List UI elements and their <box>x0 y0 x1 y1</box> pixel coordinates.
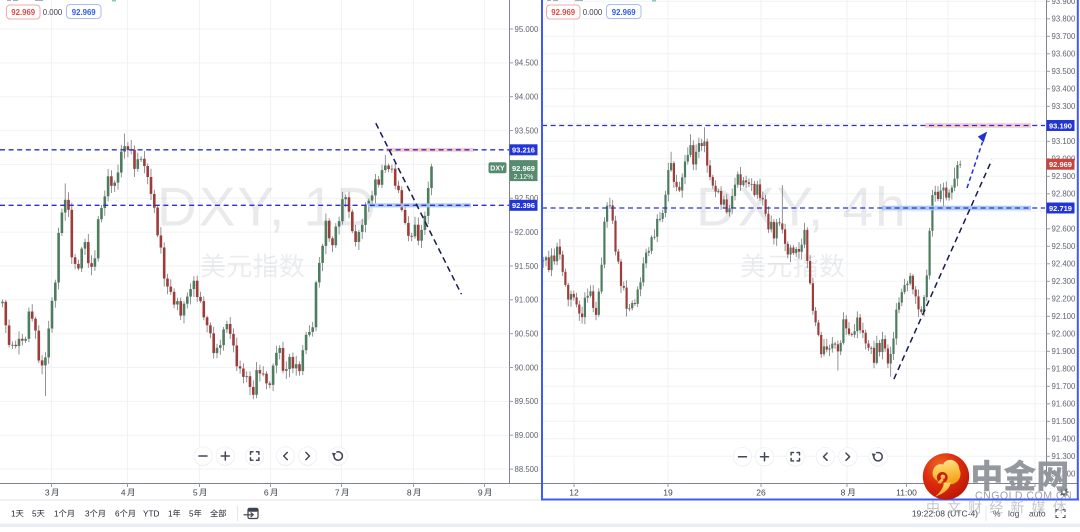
svg-text:91.400: 91.400 <box>1052 435 1077 444</box>
svg-text:90.000: 90.000 <box>515 363 540 372</box>
svg-text:91.500: 91.500 <box>1052 417 1077 426</box>
svg-text:92.969: 92.969 <box>551 8 576 17</box>
svg-text:92.396: 92.396 <box>512 201 535 210</box>
svg-text:89.500: 89.500 <box>515 397 540 406</box>
svg-text:9: 9 <box>478 487 483 497</box>
svg-text:92.000: 92.000 <box>515 228 540 237</box>
svg-text:93.600: 93.600 <box>1052 50 1077 59</box>
svg-text:26: 26 <box>756 487 766 497</box>
svg-text:11:00: 11:00 <box>896 487 917 497</box>
svg-text:YTD: YTD <box>143 509 159 518</box>
svg-text:92.969: 92.969 <box>512 164 535 173</box>
svg-text:auto: auto <box>1029 508 1046 518</box>
svg-text:92.400: 92.400 <box>1052 260 1077 269</box>
svg-text:DXY, 1D: DXY, 1D <box>157 176 378 238</box>
svg-text:94.000: 94.000 <box>515 93 540 102</box>
svg-text:92.100: 92.100 <box>1052 312 1077 321</box>
svg-text:91.000: 91.000 <box>515 296 540 305</box>
svg-text:0.000: 0.000 <box>583 8 603 17</box>
svg-text:88.500: 88.500 <box>515 465 540 474</box>
svg-text:4: 4 <box>121 487 126 497</box>
svg-text:1: 1 <box>11 509 16 518</box>
svg-text:%: % <box>993 508 1001 518</box>
svg-text:6: 6 <box>115 509 120 518</box>
svg-text:93.500: 93.500 <box>1052 67 1077 76</box>
svg-text:94.500: 94.500 <box>515 59 540 68</box>
svg-text:93.700: 93.700 <box>1052 32 1077 41</box>
svg-text:92.200: 92.200 <box>1052 295 1077 304</box>
svg-text:19:22:08 (UTC-4): 19:22:08 (UTC-4) <box>912 508 978 518</box>
svg-text:93.190: 93.190 <box>1049 121 1072 130</box>
svg-text:93.216: 93.216 <box>512 146 535 155</box>
svg-text:91.900: 91.900 <box>1052 347 1077 356</box>
svg-text:92.969: 92.969 <box>72 8 97 17</box>
svg-text:5: 5 <box>189 509 194 518</box>
svg-text:7: 7 <box>335 487 340 497</box>
svg-text:92.500: 92.500 <box>1052 242 1077 251</box>
svg-text:92.500: 92.500 <box>515 194 540 203</box>
svg-text:89.000: 89.000 <box>515 431 540 440</box>
svg-text:DXY: DXY <box>490 166 505 173</box>
svg-text:92.000: 92.000 <box>1052 330 1077 339</box>
svg-text:93.400: 93.400 <box>1052 85 1077 94</box>
svg-text:91.500: 91.500 <box>515 262 540 271</box>
svg-text:93.500: 93.500 <box>515 126 540 135</box>
svg-text:92.969: 92.969 <box>612 8 637 17</box>
svg-text:1: 1 <box>54 509 59 518</box>
svg-text:92.800: 92.800 <box>1052 190 1077 199</box>
svg-text:92.969: 92.969 <box>1049 160 1072 169</box>
svg-text:90.500: 90.500 <box>515 330 540 339</box>
svg-text:8: 8 <box>407 487 412 497</box>
svg-text:91.800: 91.800 <box>1052 365 1077 374</box>
svg-text:92.719: 92.719 <box>1049 204 1072 213</box>
svg-text:8: 8 <box>841 487 846 497</box>
svg-text:3: 3 <box>85 509 90 518</box>
svg-text:91.700: 91.700 <box>1052 382 1077 391</box>
svg-text:93.900: 93.900 <box>1052 0 1077 6</box>
svg-text:2.12%: 2.12% <box>514 174 534 181</box>
svg-text:92.600: 92.600 <box>1052 225 1077 234</box>
svg-text:5: 5 <box>32 509 37 518</box>
svg-text:92.969: 92.969 <box>11 8 36 17</box>
svg-text:CNGOLD.COM.CN: CNGOLD.COM.CN <box>975 490 1072 502</box>
svg-text:93.800: 93.800 <box>1052 15 1077 24</box>
svg-text:92.900: 92.900 <box>1052 172 1077 181</box>
svg-text:1: 1 <box>168 509 173 518</box>
svg-text:DXY, 4h: DXY, 4h <box>696 176 908 238</box>
svg-text:5: 5 <box>193 487 198 497</box>
svg-text:93.100: 93.100 <box>1052 137 1077 146</box>
svg-text:19: 19 <box>663 487 673 497</box>
svg-text:12: 12 <box>569 487 579 497</box>
svg-text:0.000: 0.000 <box>43 8 63 17</box>
svg-text:6: 6 <box>264 487 269 497</box>
svg-text:92.300: 92.300 <box>1052 277 1077 286</box>
svg-text:93.300: 93.300 <box>1052 102 1077 111</box>
svg-text:91.300: 91.300 <box>1052 452 1077 461</box>
svg-text:3: 3 <box>45 487 50 497</box>
svg-text:91.600: 91.600 <box>1052 400 1077 409</box>
svg-text:95.000: 95.000 <box>515 25 540 34</box>
